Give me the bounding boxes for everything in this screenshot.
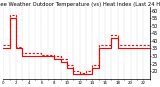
Title: Milwaukee Weather Outdoor Temperature (vs) Heat Index (Last 24 Hours): Milwaukee Weather Outdoor Temperature (v… — [0, 2, 160, 7]
